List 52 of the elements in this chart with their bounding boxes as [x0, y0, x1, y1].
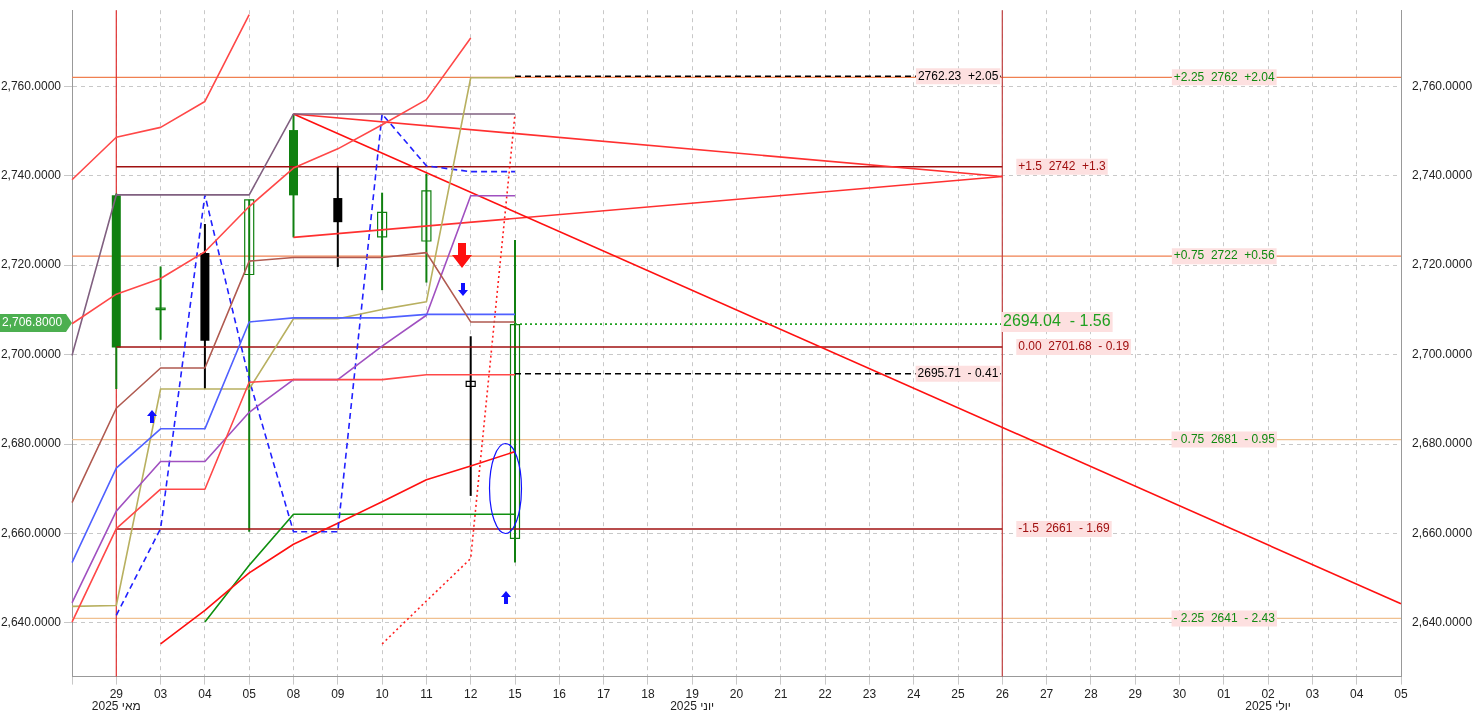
y-tick-label: 2,660.0000 [0, 525, 62, 540]
y2-tick-label: 2,760.0000 [1412, 78, 1473, 93]
y-tick-label: 2,640.0000 [0, 615, 62, 630]
x-tick-label: 11 [420, 687, 433, 702]
data-label: 0.00 2701.68 - 0.19 [1018, 339, 1130, 354]
x-tick-label: 29 [1128, 687, 1143, 702]
data-label: 2695.71 - 0.41 [917, 366, 999, 381]
y-tick-label: 2,700.0000 [0, 346, 62, 361]
x-tick-label: 17 [596, 687, 611, 702]
x-tick-label: 25 [951, 687, 965, 702]
x-tick-label: 05 [242, 687, 257, 702]
y-tick-label: 2,760.0000 [0, 78, 62, 93]
x-tick-label: 04 [198, 687, 212, 702]
x-tick-label: 08 [286, 687, 301, 702]
x-tick-label: 04 [1350, 687, 1364, 702]
x-tick-label: 22 [818, 687, 833, 702]
y2-tick-label: 2,680.0000 [1412, 436, 1473, 451]
ref-line-label: +0.75 2722 +0.56 [1173, 248, 1275, 263]
x-tick-label: 20 [729, 687, 744, 702]
y2-tick-label: 2,660.0000 [1412, 525, 1473, 540]
text: 2,706.8000 [2, 315, 63, 330]
x-tick-label: 15 [508, 687, 522, 702]
annotation: 2694.04 - 1.56 [1003, 312, 1111, 330]
x-tick-label: 03 [153, 687, 168, 702]
x-tick-label: 16 [552, 687, 567, 702]
x-tick-label: 01 [1217, 687, 1231, 702]
data-label: -1.5 2661 - 1.69 [1018, 521, 1111, 536]
x-tick-label: 03 [1305, 687, 1320, 702]
ref-line-label: +2.25 2762 +2.04 [1173, 69, 1275, 84]
y2-tick-label: 2,720.0000 [1412, 257, 1473, 272]
y-tick-label: 2,680.0000 [0, 436, 62, 451]
y2-tick-label: 2,740.0000 [1412, 167, 1473, 182]
y2-tick-label: 2,700.0000 [1412, 346, 1473, 361]
x-tick-label: 27 [1039, 687, 1054, 702]
x-tick-label: 09 [331, 687, 345, 702]
x-tick-label: 21 [774, 687, 788, 702]
x-tick-label: 12 [464, 687, 478, 702]
x-tick-label: 23 [862, 687, 877, 702]
x-tick-label: 05 [1394, 687, 1408, 702]
y2-tick-label: 2,640.0000 [1412, 615, 1473, 630]
x-tick-label: 24 [907, 687, 921, 702]
x-tick-label: 28 [1084, 687, 1098, 702]
y-tick-label: 2,720.0000 [0, 257, 62, 272]
ref-line-label: - 2.25 2641 - 2.43 [1173, 610, 1276, 625]
x-tick-label: 30 [1172, 687, 1187, 702]
ref-line-label: - 0.75 2681 - 0.95 [1173, 431, 1276, 446]
x-tick-label: 10 [375, 687, 390, 702]
data-label: +1.5 2742 +1.3 [1018, 159, 1107, 174]
data-label: 2762.23 +2.05 [917, 68, 999, 83]
x-tick-label: 18 [641, 687, 655, 702]
y-tick-label: 2,740.0000 [0, 167, 62, 182]
x-tick-label: 26 [995, 687, 1010, 702]
